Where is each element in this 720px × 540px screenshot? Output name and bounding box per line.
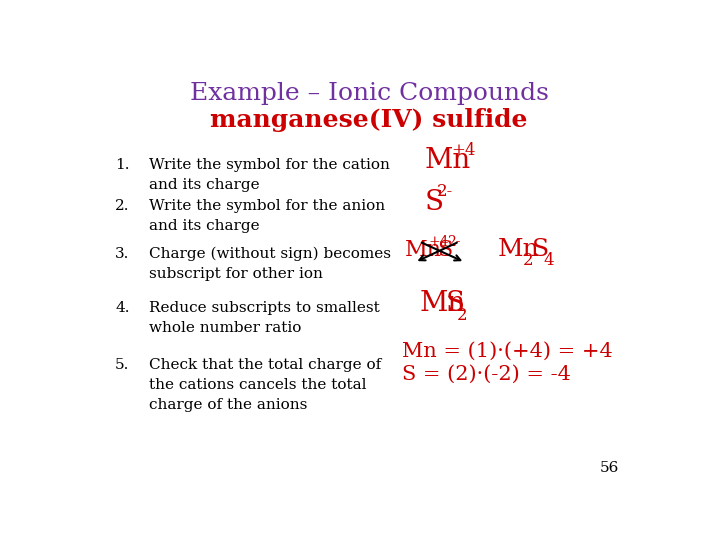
Text: Example – Ionic Compounds: Example – Ionic Compounds <box>189 83 549 105</box>
Text: Mn = (1)·(+4) = +4: Mn = (1)·(+4) = +4 <box>402 341 613 360</box>
Text: whole number ratio: whole number ratio <box>148 321 301 335</box>
Text: 2: 2 <box>523 252 534 269</box>
Text: Charge (without sign) becomes: Charge (without sign) becomes <box>148 247 390 261</box>
Text: Reduce subscripts to smallest: Reduce subscripts to smallest <box>148 301 379 315</box>
Text: subscript for other ion: subscript for other ion <box>148 267 323 281</box>
Text: 1.: 1. <box>115 158 130 172</box>
Text: 3.: 3. <box>115 247 130 261</box>
Text: Mn: Mn <box>419 291 465 318</box>
Text: S: S <box>532 238 549 261</box>
Text: Mn: Mn <box>498 238 539 261</box>
Text: S: S <box>437 239 452 261</box>
Text: S: S <box>425 188 444 215</box>
Text: +4: +4 <box>428 234 449 248</box>
Text: the cations cancels the total: the cations cancels the total <box>148 378 366 392</box>
Text: 56: 56 <box>599 461 618 475</box>
Text: +4: +4 <box>451 141 476 159</box>
Text: Mn: Mn <box>425 147 471 174</box>
Text: S: S <box>446 291 465 318</box>
Text: 2-: 2- <box>447 234 461 248</box>
Text: 2-: 2- <box>437 183 454 200</box>
Text: S = (2)·(-2) = -4: S = (2)·(-2) = -4 <box>402 364 572 383</box>
Text: 4.: 4. <box>115 301 130 315</box>
Text: and its charge: and its charge <box>148 178 259 192</box>
Text: 2.: 2. <box>115 199 130 213</box>
Text: Mn: Mn <box>405 239 442 261</box>
Text: 2: 2 <box>457 307 468 324</box>
Text: charge of the anions: charge of the anions <box>148 398 307 412</box>
Text: Check that the total charge of: Check that the total charge of <box>148 358 381 372</box>
Text: Write the symbol for the anion: Write the symbol for the anion <box>148 199 384 213</box>
Text: Write the symbol for the cation: Write the symbol for the cation <box>148 158 390 172</box>
Text: 5.: 5. <box>115 358 130 372</box>
Text: manganese(IV) sulfide: manganese(IV) sulfide <box>210 107 528 132</box>
Text: and its charge: and its charge <box>148 219 259 233</box>
Text: 4: 4 <box>543 252 554 269</box>
